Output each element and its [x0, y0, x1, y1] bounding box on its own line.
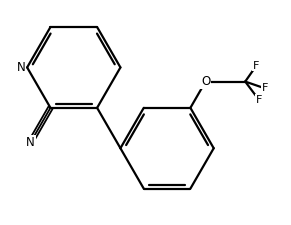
Text: O: O [201, 75, 210, 88]
Text: F: F [256, 95, 262, 105]
Text: N: N [26, 136, 35, 149]
Text: F: F [253, 61, 260, 70]
Text: N: N [17, 61, 25, 74]
Text: F: F [262, 83, 268, 93]
